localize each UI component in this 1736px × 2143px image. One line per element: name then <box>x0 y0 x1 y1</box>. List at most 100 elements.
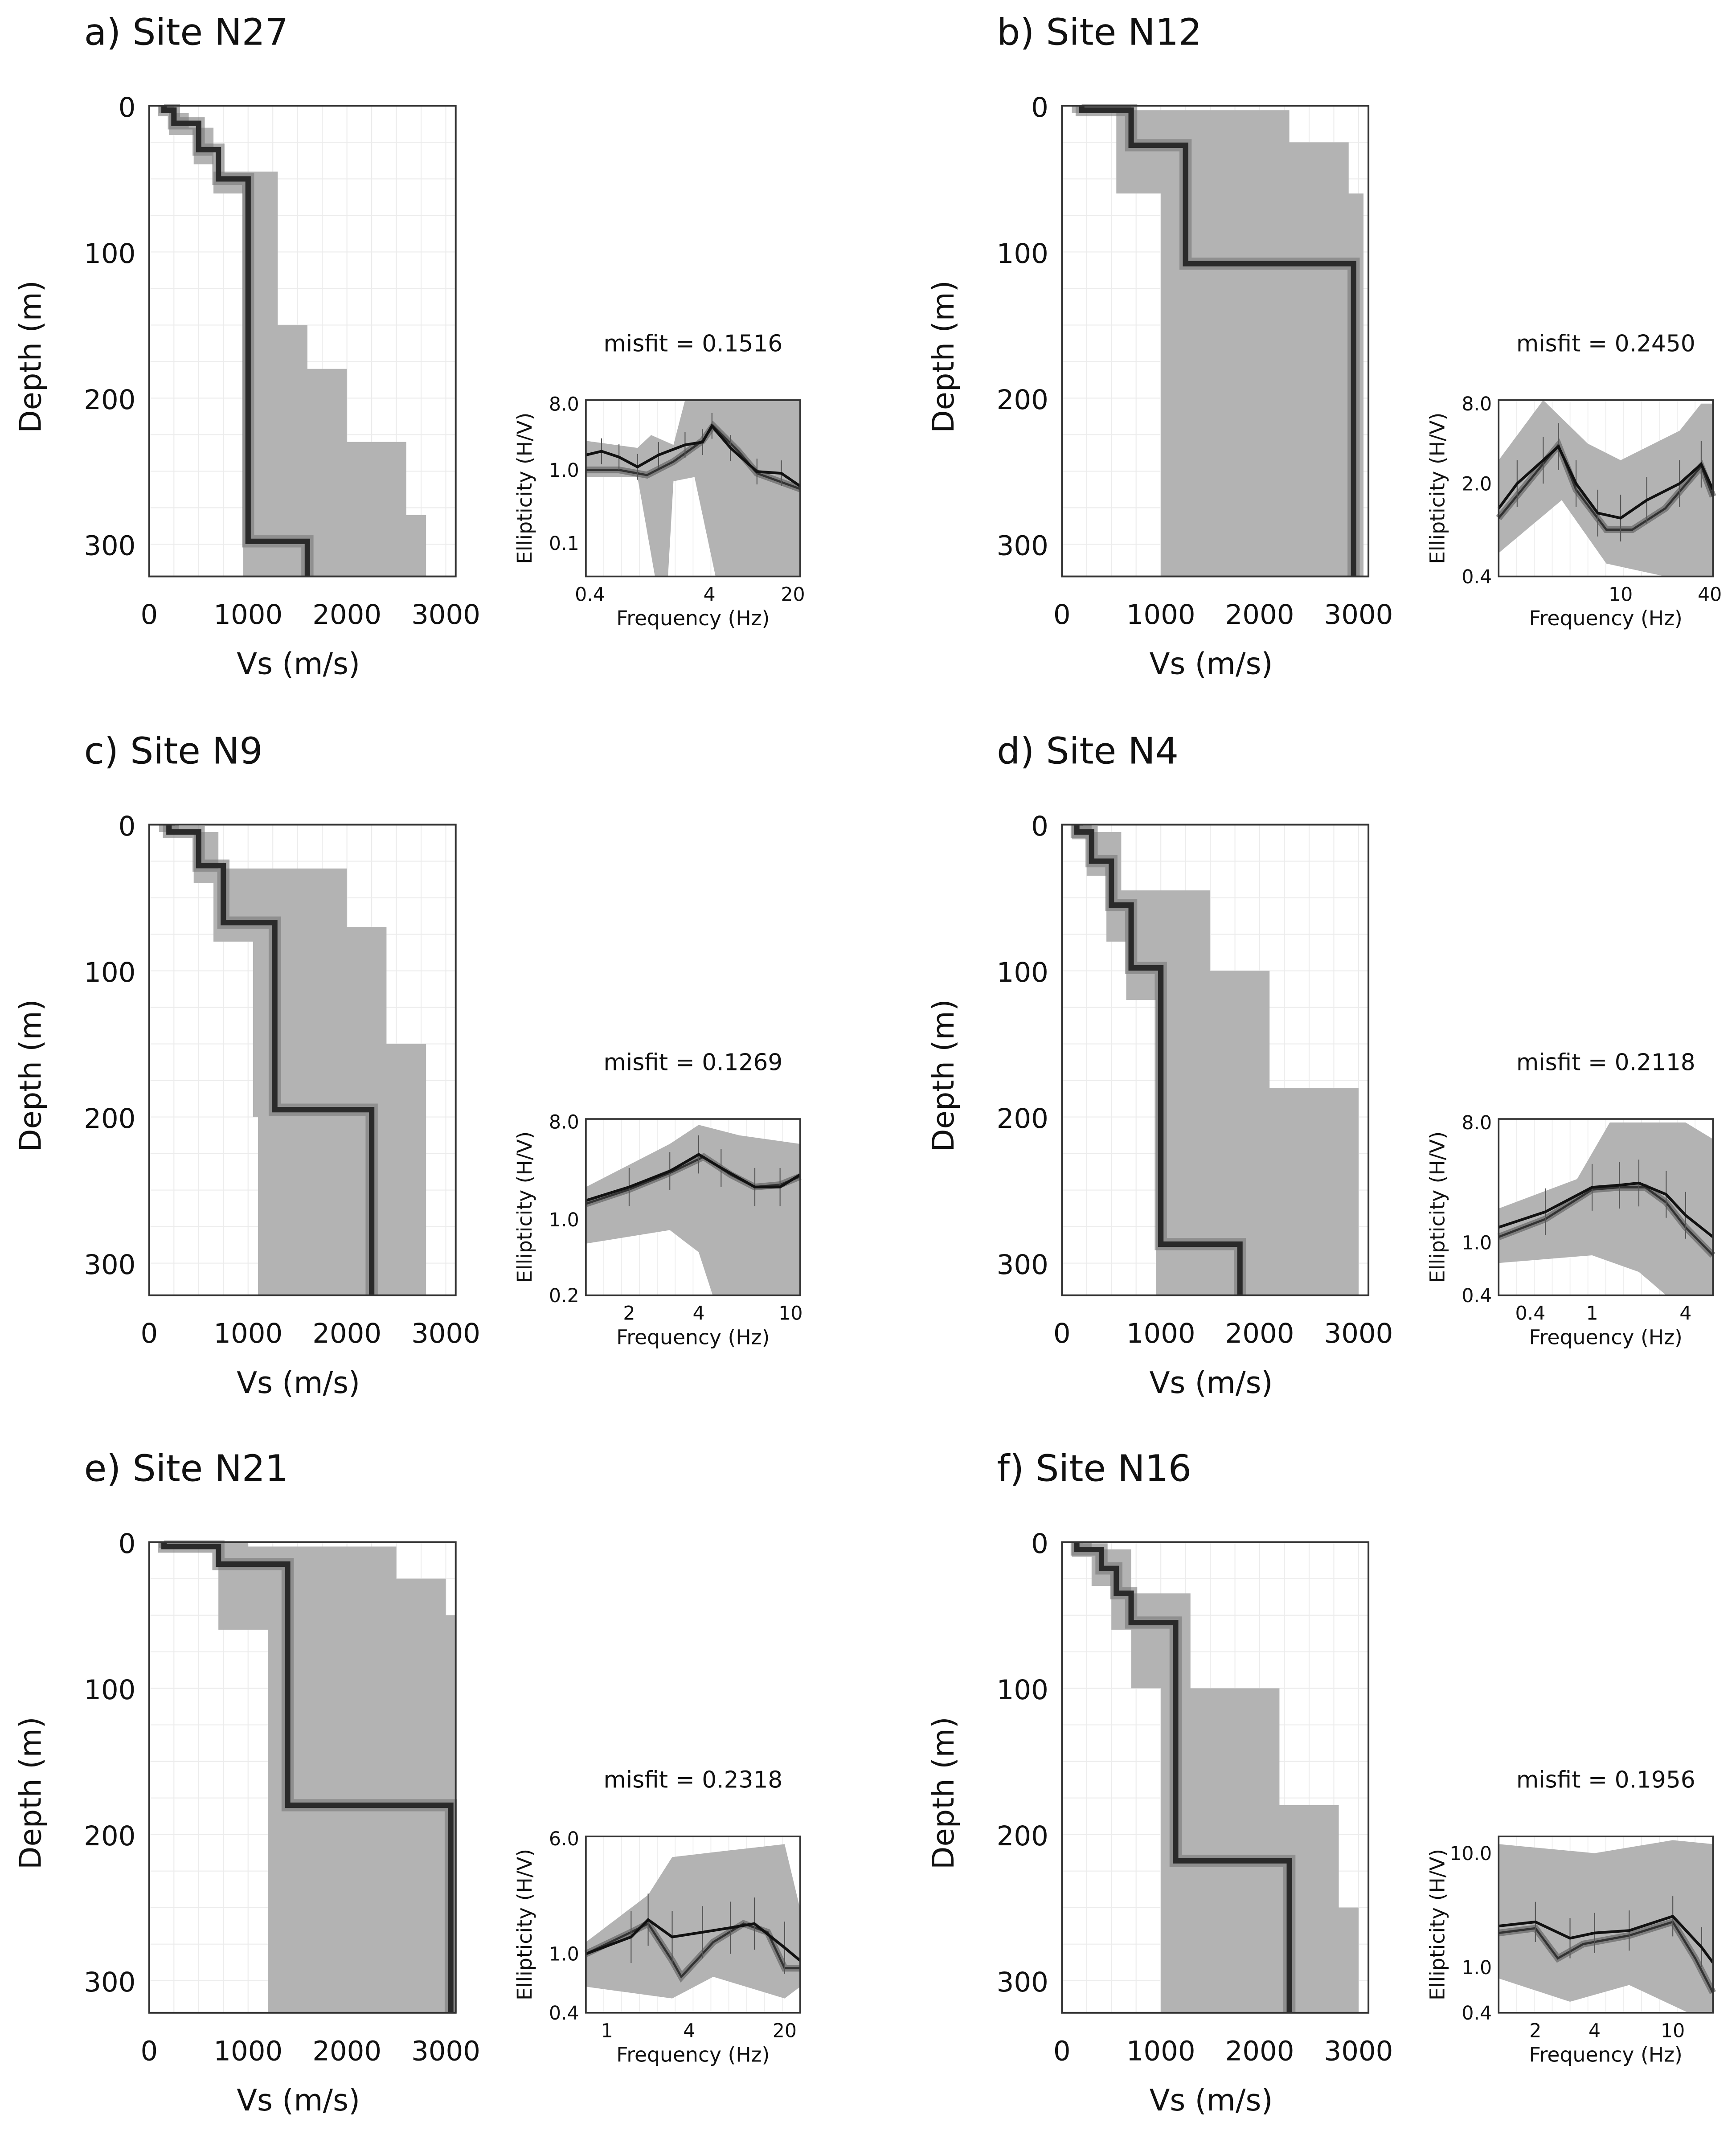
x-tick-label: 4 <box>1589 2020 1601 2042</box>
x-tick-label: 0 <box>1053 1318 1071 1349</box>
x-tick-label: 0 <box>1053 599 1071 631</box>
y-tick-label: 8.0 <box>549 1111 579 1134</box>
y-axis-label: Depth (m) <box>926 280 961 433</box>
panel-e: e) Site N21 0 1000 2000 3000 0 100 200 300 Vs (m/… <box>13 1448 801 2118</box>
y-tick-label: 300 <box>84 530 135 562</box>
misfit-label: misfit = 0.2450 <box>1516 330 1695 357</box>
plot-frame <box>1498 1836 1714 2014</box>
observed-ellipticity-curve <box>1498 1181 1714 1238</box>
y-tick-label: 200 <box>84 384 135 416</box>
plot-frame <box>585 1836 801 2014</box>
plot-frame <box>1061 1541 1370 2014</box>
y-tick-label: 1.0 <box>549 1943 579 1966</box>
x-tick-label: 2000 <box>1225 599 1294 631</box>
observed-ellipticity-curve <box>585 1918 801 1962</box>
y-axis-label: Depth (m) <box>13 999 48 1152</box>
x-tick-label: 0 <box>140 1318 158 1349</box>
x-tick-label: 2000 <box>312 2035 381 2067</box>
x-tick-label: 3000 <box>411 1318 480 1349</box>
x-axis-label: Frequency (Hz) <box>1529 1325 1683 1349</box>
x-tick-label: 0 <box>1053 2035 1071 2067</box>
x-tick-label: 4 <box>692 1302 704 1324</box>
vs-profile-plot: 0 1000 2000 3000 0 100 200 300 Vs (m/s) Depth (m) <box>926 811 1393 1400</box>
plot-frame <box>1061 824 1370 1296</box>
panel-title: a) Site N27 <box>84 11 288 53</box>
plot-frame <box>148 105 457 578</box>
model-ensemble-envelope <box>1072 106 1364 577</box>
plot-frame <box>585 1118 801 1296</box>
ellipticity-ensemble-band <box>585 1844 800 1999</box>
y-tick-label: 0 <box>1031 811 1048 842</box>
y-axis-label: Ellipticity (H/V) <box>513 1849 536 2000</box>
x-tick-label: 1 <box>601 2020 613 2042</box>
y-tick-label: 0.1 <box>549 533 579 555</box>
y-tick-label: 0 <box>119 92 136 123</box>
x-tick-label: 4 <box>704 583 716 606</box>
x-tick-label: 1000 <box>213 599 283 631</box>
y-tick-label: 0.4 <box>1462 2002 1492 2024</box>
x-tick-label: 2 <box>623 1302 635 1324</box>
x-axis-label: Vs (m/s) <box>1150 1365 1273 1400</box>
y-tick-label: 0.4 <box>1462 1285 1492 1307</box>
misfit-label: misfit = 0.2318 <box>603 1767 782 1794</box>
x-tick-label: 1000 <box>213 2035 283 2067</box>
x-tick-label: 2000 <box>312 1318 381 1349</box>
y-tick-label: 0.4 <box>1462 566 1492 588</box>
ellipticity-ensemble-band <box>585 400 800 577</box>
y-tick-label: 1.0 <box>1462 1232 1492 1254</box>
y-tick-label: 100 <box>84 1674 135 1706</box>
y-tick-label: 300 <box>997 530 1048 562</box>
x-tick-label: 1000 <box>1126 599 1196 631</box>
x-tick-label: 3000 <box>1324 2035 1393 2067</box>
x-tick-label: 10 <box>778 1302 802 1324</box>
x-tick-label: 3000 <box>1324 599 1393 631</box>
panel-title: f) Site N16 <box>997 1448 1191 1490</box>
plot-frame <box>148 1541 457 2014</box>
y-tick-label: 200 <box>997 1820 1048 1852</box>
x-tick-label: 2000 <box>312 599 381 631</box>
plot-frame <box>1498 399 1714 578</box>
panel-title: b) Site N12 <box>997 11 1202 53</box>
x-tick-label: 20 <box>781 583 805 606</box>
panel-f: f) Site N16 0 1000 2000 3000 0 100 200 300 Vs (m/… <box>926 1448 1716 2118</box>
y-tick-label: 0.4 <box>549 2002 579 2024</box>
y-tick-label: 100 <box>997 1674 1048 1706</box>
best-model-line <box>1074 1542 1292 2013</box>
model-ensemble-envelope <box>159 106 426 577</box>
ellipticity-ensemble-band <box>585 1125 800 1295</box>
x-tick-label: 1000 <box>213 1318 283 1349</box>
vs-profile-plot: 0 1000 2000 3000 0 100 200 300 Vs (m/s) Depth (m) <box>926 1528 1393 2118</box>
model-ensemble-envelope <box>159 1542 456 2013</box>
x-axis-label: Frequency (Hz) <box>616 2043 770 2066</box>
misfit-label: misfit = 0.1956 <box>1516 1767 1695 1794</box>
ellipticity-plot: misfit = 0.2450 10 40 8.0 2.0 0.4 Frequency (H… <box>1426 330 1722 630</box>
x-axis-label: Frequency (Hz) <box>1529 2043 1683 2066</box>
x-axis-label: Vs (m/s) <box>237 647 360 681</box>
y-tick-label: 300 <box>84 1249 135 1281</box>
x-axis-label: Frequency (Hz) <box>616 606 770 630</box>
y-tick-label: 1.0 <box>549 1209 579 1231</box>
panel-b: b) Site N12 0 1000 2000 3000 0 100 200 300 Vs (m/… <box>926 11 1722 681</box>
x-tick-label: 2000 <box>1225 2035 1294 2067</box>
vs-profile-plot: 0 1000 2000 3000 0 100 200 300 Vs (m/s) Depth (m) <box>13 811 480 1400</box>
ellipticity-plot: misfit = 0.2318 1 4 20 6.0 1.0 0.4 Frequency (H… <box>513 1767 801 2066</box>
best-model-line <box>1079 106 1356 577</box>
vs-profile-plot: 0 1000 2000 3000 0 100 200 300 Vs (m/s) Depth (m) <box>13 1528 480 2118</box>
y-tick-label: 10.0 <box>1449 1843 1492 1865</box>
best-model-line <box>161 1542 454 2013</box>
y-axis-label: Ellipticity (H/V) <box>513 1131 536 1283</box>
y-tick-label: 200 <box>84 1103 135 1135</box>
plot-frame <box>1498 1118 1714 1296</box>
y-axis-label: Depth (m) <box>13 1717 48 1869</box>
x-tick-label: 1 <box>1586 1302 1598 1324</box>
misfit-label: misfit = 0.1516 <box>603 330 782 357</box>
y-tick-label: 0 <box>1031 92 1048 123</box>
y-tick-label: 1.0 <box>549 459 579 482</box>
best-model-line <box>1074 824 1243 1295</box>
x-axis-label: Vs (m/s) <box>237 2083 360 2118</box>
x-tick-label: 0 <box>140 599 158 631</box>
y-tick-label: 100 <box>84 238 135 270</box>
vs-profile-plot: 0 1000 2000 3000 0 100 200 300 Vs (m/s) Depth (m) <box>13 92 480 681</box>
